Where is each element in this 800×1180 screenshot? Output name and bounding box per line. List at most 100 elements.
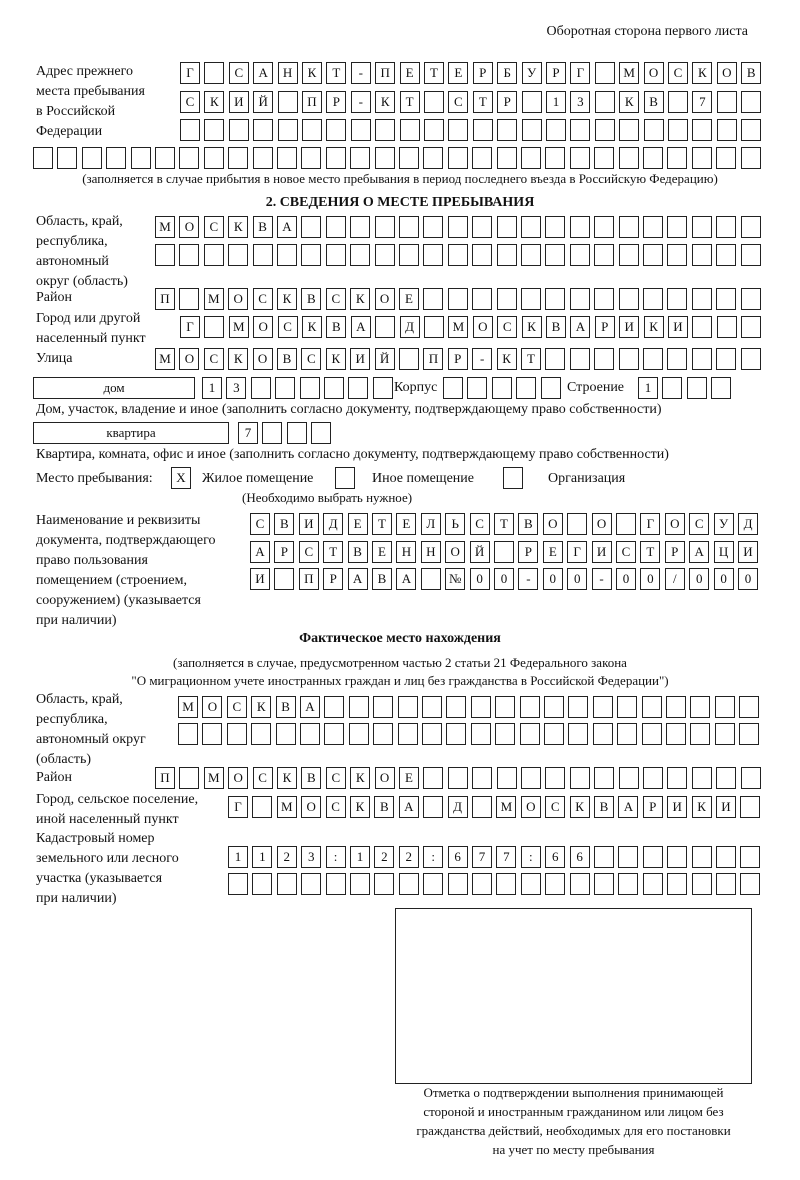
char-cell[interactable]: [569, 288, 590, 310]
char-cell[interactable]: Д: [399, 316, 420, 338]
char-cell[interactable]: [545, 348, 566, 370]
char-cell[interactable]: [740, 244, 761, 266]
char-cell[interactable]: А: [618, 796, 639, 818]
char-cell[interactable]: [618, 288, 639, 310]
char-cell[interactable]: [423, 244, 444, 266]
char-cell[interactable]: К: [228, 348, 249, 370]
char-cell[interactable]: У: [521, 62, 542, 84]
char-cell[interactable]: П: [298, 568, 319, 590]
checkbox-residential[interactable]: X: [171, 467, 191, 489]
char-cell[interactable]: [545, 216, 566, 238]
char-cell[interactable]: М: [155, 216, 175, 238]
char-cell[interactable]: [741, 91, 762, 113]
char-cell[interactable]: 7: [472, 846, 492, 868]
char-cell[interactable]: [691, 216, 712, 238]
char-cell[interactable]: И: [350, 348, 371, 370]
char-cell[interactable]: [470, 696, 491, 718]
char-cell[interactable]: [276, 873, 297, 895]
char-cell[interactable]: [740, 846, 761, 868]
char-cell[interactable]: [716, 316, 737, 338]
char-cell[interactable]: С: [252, 288, 273, 310]
char-cell[interactable]: [228, 147, 249, 169]
char-cell[interactable]: Й: [374, 348, 395, 370]
char-cell[interactable]: [399, 216, 419, 238]
char-cell[interactable]: [716, 846, 736, 868]
char-cell[interactable]: [277, 147, 297, 169]
char-cell[interactable]: Р: [518, 541, 539, 563]
char-cell[interactable]: 3: [226, 377, 247, 399]
char-cell[interactable]: [472, 767, 493, 789]
char-cell[interactable]: [520, 873, 541, 895]
char-cell[interactable]: [521, 244, 541, 266]
char-cell[interactable]: [250, 377, 271, 399]
char-cell[interactable]: [545, 288, 566, 310]
char-cell[interactable]: [667, 147, 688, 169]
char-cell[interactable]: С: [497, 316, 518, 338]
char-cell[interactable]: В: [252, 216, 273, 238]
char-cell[interactable]: Р: [472, 62, 493, 84]
char-cell[interactable]: [569, 216, 590, 238]
char-cell[interactable]: [567, 513, 588, 535]
char-cell[interactable]: [594, 873, 614, 895]
char-cell[interactable]: [667, 873, 688, 895]
char-cell[interactable]: М: [619, 62, 640, 84]
char-cell[interactable]: А: [350, 316, 371, 338]
char-cell[interactable]: Р: [642, 796, 663, 818]
char-cell[interactable]: [399, 119, 420, 141]
char-cell[interactable]: [690, 723, 711, 745]
char-cell[interactable]: К: [691, 796, 712, 818]
char-cell[interactable]: У: [713, 513, 734, 535]
char-cell[interactable]: А: [396, 568, 417, 590]
char-cell[interactable]: [545, 147, 566, 169]
char-cell[interactable]: [686, 377, 707, 399]
char-cell[interactable]: [325, 216, 346, 238]
char-cell[interactable]: [592, 723, 613, 745]
char-cell[interactable]: Г: [180, 316, 200, 338]
char-cell[interactable]: [252, 147, 273, 169]
char-cell[interactable]: [399, 244, 419, 266]
char-cell[interactable]: К: [521, 316, 542, 338]
char-cell[interactable]: [568, 696, 589, 718]
char-cell[interactable]: 3: [570, 91, 591, 113]
char-cell[interactable]: [324, 696, 345, 718]
char-cell[interactable]: [253, 119, 274, 141]
char-cell[interactable]: С: [448, 91, 469, 113]
char-cell[interactable]: [740, 147, 761, 169]
char-cell[interactable]: [716, 244, 737, 266]
char-cell[interactable]: И: [298, 513, 319, 535]
char-cell[interactable]: В: [347, 541, 368, 563]
char-cell[interactable]: [519, 696, 540, 718]
char-cell[interactable]: Ь: [445, 513, 466, 535]
char-cell[interactable]: [178, 723, 198, 745]
char-cell[interactable]: А: [250, 541, 270, 563]
char-cell[interactable]: [446, 723, 467, 745]
char-cell[interactable]: 6: [545, 846, 566, 868]
char-cell[interactable]: [262, 422, 283, 444]
char-cell[interactable]: 3: [301, 846, 322, 868]
char-cell[interactable]: [33, 147, 53, 169]
char-cell[interactable]: [423, 873, 444, 895]
char-cell[interactable]: К: [302, 62, 322, 84]
char-cell[interactable]: Л: [420, 513, 441, 535]
char-cell[interactable]: [667, 846, 688, 868]
char-cell[interactable]: [521, 91, 542, 113]
char-cell[interactable]: [544, 696, 564, 718]
char-cell[interactable]: [691, 288, 712, 310]
char-cell[interactable]: А: [277, 216, 297, 238]
char-cell[interactable]: [375, 119, 396, 141]
char-cell[interactable]: С: [616, 541, 636, 563]
char-cell[interactable]: Р: [664, 541, 685, 563]
char-cell[interactable]: Т: [326, 62, 347, 84]
char-cell[interactable]: [326, 119, 347, 141]
char-cell[interactable]: 1: [638, 377, 658, 399]
char-cell[interactable]: [274, 568, 295, 590]
char-cell[interactable]: [374, 244, 395, 266]
char-cell[interactable]: С: [226, 696, 247, 718]
char-cell[interactable]: М: [203, 767, 224, 789]
char-cell[interactable]: [252, 244, 273, 266]
char-cell[interactable]: [545, 767, 566, 789]
char-cell[interactable]: [740, 216, 761, 238]
char-cell[interactable]: [740, 873, 761, 895]
char-cell[interactable]: В: [741, 62, 762, 84]
char-cell[interactable]: К: [325, 348, 346, 370]
